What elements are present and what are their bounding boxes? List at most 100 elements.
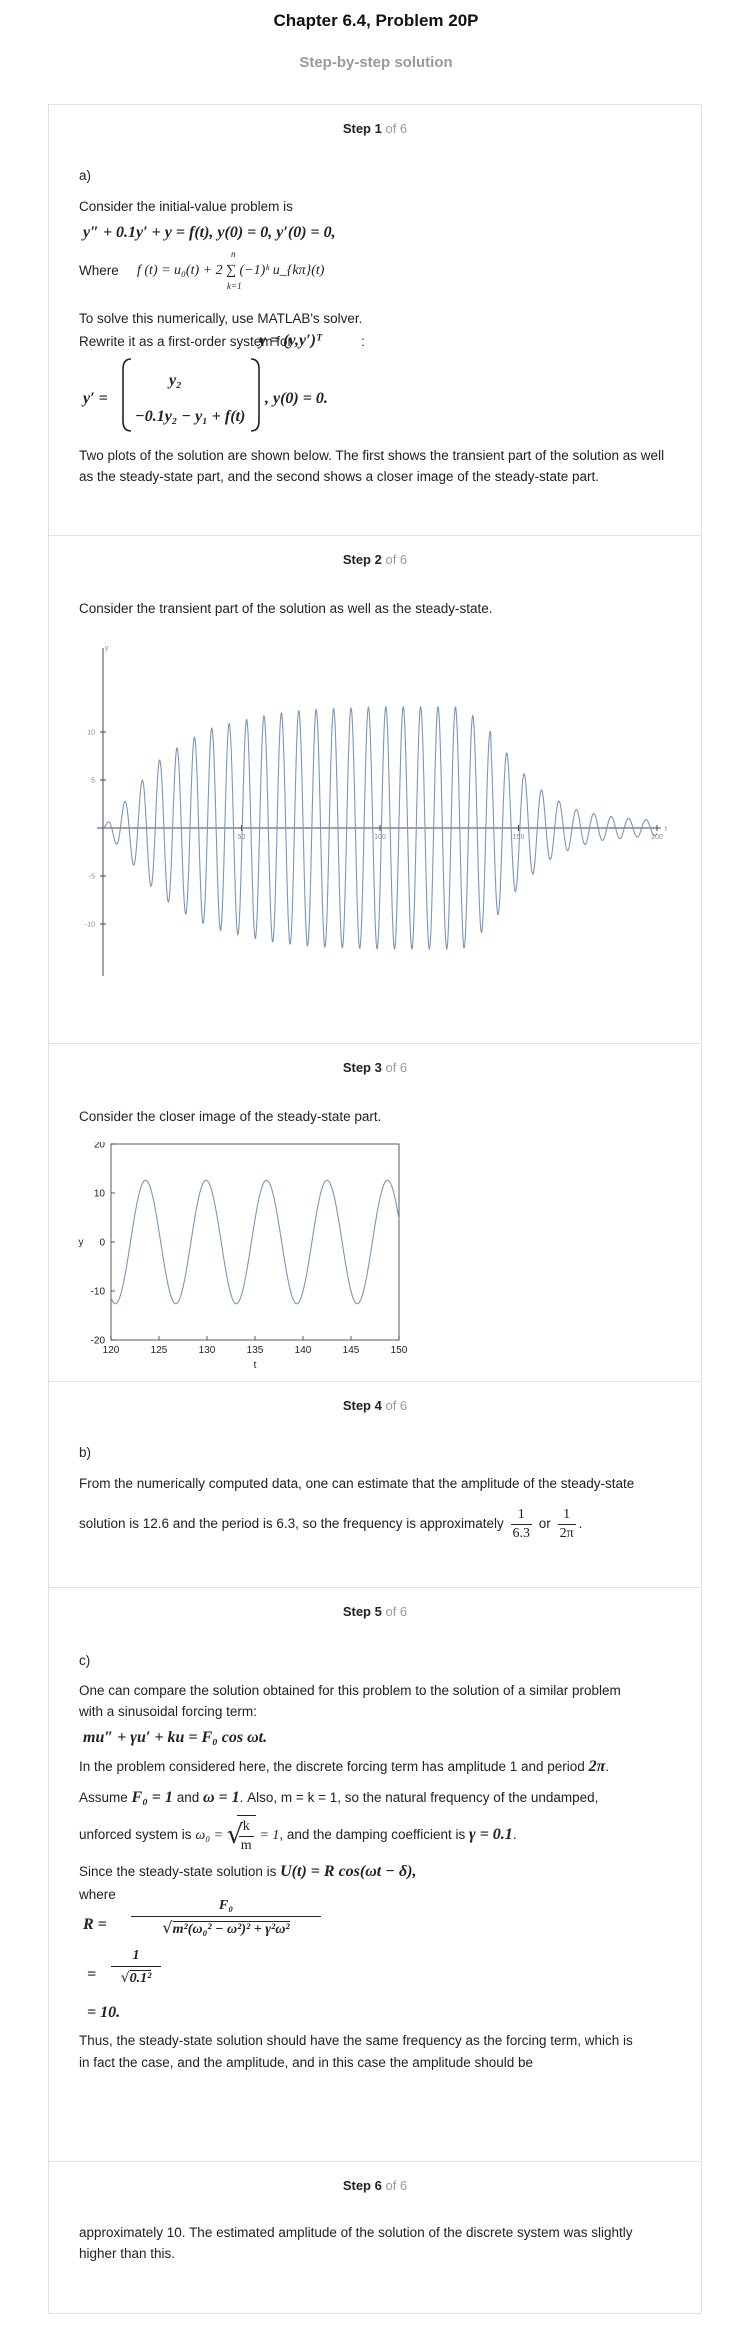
ivp-equation: y″ + 0.1y′ + y = f(t), y(0) = 0, y′(0) =…	[83, 224, 336, 241]
sinusoidal-ode: mu″ + γu′ + ku = F₀ cos ωt.	[83, 1729, 268, 1746]
denominator: 2π	[559, 1526, 574, 1541]
radical-sign: √	[120, 1970, 130, 1986]
step-number: Step 2	[342, 552, 382, 567]
period: .	[578, 1516, 583, 1532]
step-4-header: Step 4 of 6	[49, 1398, 701, 1413]
forcing-text-b: .	[605, 1759, 610, 1774]
step-3-header: Step 3 of 6	[49, 1060, 701, 1075]
rewrite-text: Rewrite it as a first-order system for	[79, 334, 293, 349]
x-tick-label: 150	[391, 1345, 408, 1356]
equals-one: = 1	[259, 1828, 280, 1844]
x-tick-label: 145	[343, 1345, 360, 1356]
x-tick-label: 150	[513, 834, 525, 841]
y-tick-label: 0	[99, 1238, 105, 1249]
damping-text: , and the damping coefficient is	[279, 1827, 466, 1843]
step-total: of 6	[385, 1398, 408, 1413]
y-tick-label: 10	[94, 1189, 106, 1200]
part-label: c)	[79, 1653, 91, 1668]
fraction-1-over-6.3: 1 6.3	[510, 1506, 533, 1543]
R2-denominator-wrap: √0.1²	[111, 1966, 161, 1990]
step-2-header: Step 2 of 6	[49, 552, 701, 567]
y-axis-label: y	[105, 645, 109, 652]
estimate-line: solution is 12.6 and the period is 6.3, …	[79, 1516, 504, 1532]
R-denominator-wrap: √m²(ω₀² − ω²)² + γ²ω²	[131, 1916, 321, 1941]
x-tick-label: 130	[199, 1345, 216, 1356]
step-total: of 6	[385, 1060, 408, 1075]
sqrt-fraction: k m	[238, 1818, 254, 1855]
step-3-card: Step 3 of 6 Consider the closer image of…	[48, 1044, 702, 1382]
step-total: of 6	[385, 2178, 408, 2193]
sqrt-k-over-m: k m √	[227, 1815, 256, 1856]
forcing-text-a: In the problem considered here, the disc…	[79, 1759, 585, 1774]
omega-value: ω = 1	[202, 1789, 240, 1806]
estimate-text-2: solution is 12.6 and the period is 6.3, …	[79, 1506, 582, 1543]
colon: :	[361, 334, 365, 349]
matlab-text: To solve this numerically, use MATLAB's …	[79, 311, 363, 326]
step-1-header: Step 1 of 6	[49, 121, 701, 136]
steady-state-text: Since the steady-state solution is U(t) …	[79, 1861, 416, 1882]
y-tick-label: -10	[91, 1287, 106, 1298]
final-text-2: higher than this.	[79, 2246, 176, 2261]
steady-state-label: Since the steady-state solution is	[79, 1864, 277, 1879]
numerator: k	[238, 1818, 254, 1837]
step-2-card: Step 2 of 6 Consider the transient part …	[48, 536, 702, 1044]
step-5-header: Step 5 of 6	[49, 1604, 701, 1619]
step-number: Step 4	[342, 1398, 382, 1413]
sum-upper-limit: n	[231, 249, 236, 259]
and-word: and	[176, 1790, 200, 1805]
x-tick-label: 125	[151, 1345, 168, 1356]
steady-state-chart: 120 125 130 135 140 145 150 -20 -10 0 10 20 t y	[79, 1142, 408, 1371]
intro-text: Consider the initial-value problem is	[79, 199, 293, 214]
unforced-text: unforced system is	[79, 1827, 192, 1843]
compare-text-1: One can compare the solution obtained fo…	[79, 1683, 621, 1698]
R-numerator: F₀	[218, 1898, 234, 1913]
y-axis-label: y	[79, 1237, 84, 1248]
step-total: of 6	[385, 552, 408, 567]
step-number: Step 5	[342, 1604, 382, 1619]
where-word: where	[79, 1887, 116, 1902]
system-lhs: y′ =	[83, 390, 108, 407]
y-tick-label: 10	[87, 730, 95, 737]
step-1-card: Step 1 of 6 a) Consider the initial-valu…	[48, 104, 702, 536]
gamma-value: γ = 0.1	[469, 1826, 513, 1844]
assume-text-b: . Also, m = k = 1, so the natural freque…	[239, 1790, 599, 1805]
step-number: Step 6	[342, 2178, 382, 2193]
equals-sign-a: =	[87, 1966, 97, 1983]
x-axis-label: t	[665, 826, 667, 833]
system-top-entry: y₂	[169, 372, 182, 389]
x-tick-label: 120	[103, 1345, 120, 1356]
x-tick-label: 100	[374, 834, 386, 841]
period-value: 2π	[588, 1758, 606, 1775]
x-axis-label: t	[254, 1360, 257, 1371]
fraction-1-over-2pi: 1 2π	[557, 1506, 576, 1543]
R2-denominator: 0.1²	[129, 1970, 152, 1986]
final-text-1: approximately 10. The estimated amplitud…	[79, 2225, 633, 2240]
solution-subtitle: Step-by-step solution	[299, 54, 453, 71]
conclusion-text-1: Thus, the steady-state solution should h…	[79, 2033, 633, 2048]
matrix-brackets	[122, 358, 260, 432]
step-6-card: Step 6 of 6 approximately 10. The estima…	[48, 2162, 702, 2314]
part-label: a)	[79, 168, 92, 183]
y-tick-label: 20	[94, 1142, 106, 1151]
numerator: 1	[557, 1506, 576, 1525]
step-total: of 6	[385, 121, 408, 136]
part-label: b)	[79, 1445, 92, 1460]
plot-frame	[110, 1143, 400, 1341]
step-6-header: Step 6 of 6	[49, 2178, 701, 2193]
denominator: 6.3	[512, 1526, 531, 1541]
compare-text-2: with a sinusoidal forcing term:	[79, 1704, 257, 1719]
R-denominator: m²(ω₀² − ω²)² + γ²ω²	[172, 1921, 290, 1937]
x-tick-label: 140	[295, 1345, 312, 1356]
R2-fraction: 1 √0.1²	[111, 1946, 161, 1990]
where-label: Where	[79, 263, 119, 278]
R-fraction: F₀ √m²(ω₀² − ω²)² + γ²ω²	[131, 1896, 321, 1941]
assume-word: Assume	[79, 1790, 128, 1805]
step-total: of 6	[385, 1604, 408, 1619]
y-tick-label: -5	[89, 874, 95, 881]
step-number: Step 1	[342, 121, 382, 136]
y-tick-label: -10	[85, 922, 95, 929]
estimate-text-1: From the numerically computed data, one …	[79, 1476, 635, 1491]
page-header: Chapter 6.4, Problem 20P Step-by-step so…	[0, 0, 752, 72]
natural-frequency-text: unforced system is ω₀ = k m √ = 1, and t…	[79, 1815, 517, 1856]
